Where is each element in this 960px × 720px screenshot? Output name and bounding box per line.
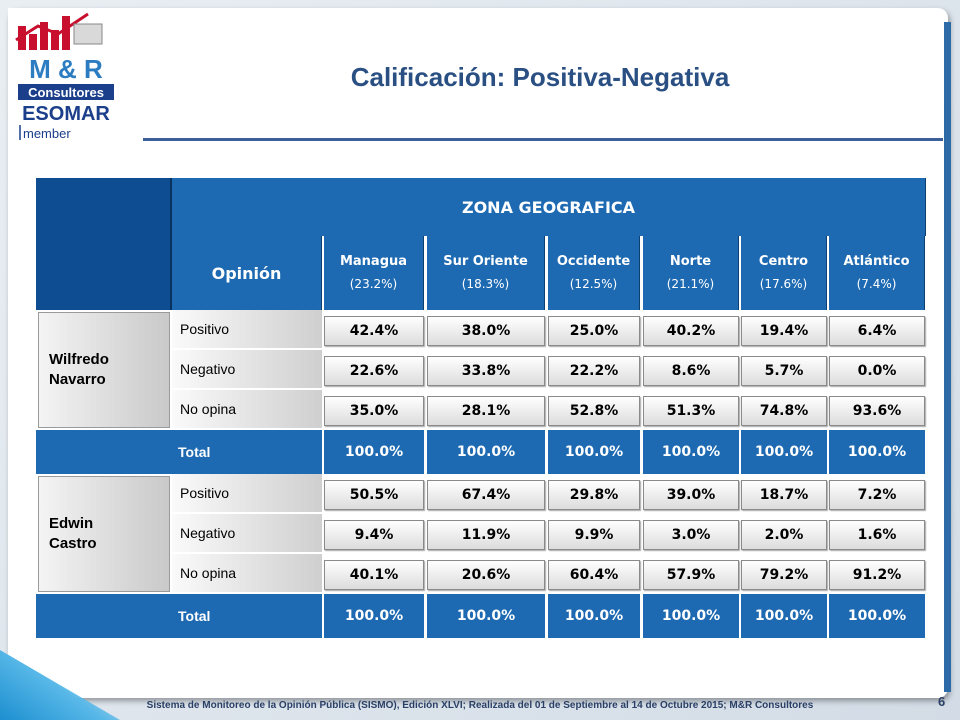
value-cell: 67.4% <box>427 480 545 510</box>
value-cell: 38.0% <box>427 316 545 346</box>
value-cell: 51.3% <box>643 396 739 426</box>
total-value: 100.0% <box>548 594 640 638</box>
column-name: Atlántico <box>843 254 910 269</box>
value-cell: 74.8% <box>741 396 827 426</box>
candidate-last-name: Castro <box>49 535 97 552</box>
value-cell: 1.6% <box>829 520 925 550</box>
column-share: (12.5%) <box>569 277 618 291</box>
column-header-2: Sur Oriente (18.3%) <box>427 236 545 310</box>
total-value: 100.0% <box>324 594 424 638</box>
column-header-5: Centro (17.6%) <box>741 236 827 310</box>
value-cell: 18.7% <box>741 480 827 510</box>
value-cell: 33.8% <box>427 356 545 386</box>
column-name: Managua <box>339 254 408 269</box>
company-logo: M & R Consultores ESOMAR member <box>8 8 124 148</box>
total-label: Total <box>172 594 322 638</box>
column-name: Norte <box>669 254 712 269</box>
value-cell: 7.2% <box>829 480 925 510</box>
logo-consultores-text: Consultores <box>28 85 104 100</box>
logo-esomar-text: ESOMAR <box>22 103 110 125</box>
column-share: (21.1%) <box>666 277 715 291</box>
value-cell: 60.4% <box>548 560 640 590</box>
value-cell: 19.4% <box>741 316 827 346</box>
column-name: Occidente <box>556 254 631 269</box>
opinion-label-1: Positivo <box>172 474 322 514</box>
column-name: Centro <box>758 254 809 269</box>
value-cell: 22.2% <box>548 356 640 386</box>
column-name: Sur Oriente <box>443 254 528 269</box>
logo-mr-text: M & R <box>29 54 103 84</box>
value-cell: 25.0% <box>548 316 640 346</box>
opinion-label-3: No opina <box>172 390 322 430</box>
value-cell: 40.1% <box>324 560 424 590</box>
page-number: 6 <box>938 694 946 709</box>
column-share: (17.6%) <box>759 277 808 291</box>
opinion-label-3: No opina <box>172 554 322 594</box>
logo-member-text: member <box>23 126 71 141</box>
value-cell: 6.4% <box>829 316 925 346</box>
page-title: Calificación: Positiva-Negativa <box>350 62 730 92</box>
opinion-label-1: Positivo <box>172 310 322 350</box>
column-share: (7.4%) <box>856 277 897 291</box>
total-value: 100.0% <box>548 430 640 474</box>
total-value: 100.0% <box>643 594 739 638</box>
value-cell: 0.0% <box>829 356 925 386</box>
title-divider <box>143 138 943 141</box>
candidate-last-name: Navarro <box>49 371 106 388</box>
value-cell: 9.9% <box>548 520 640 550</box>
total-value: 100.0% <box>741 430 827 474</box>
total-value: 100.0% <box>324 430 424 474</box>
value-cell: 42.4% <box>324 316 424 346</box>
value-cell: 2.0% <box>741 520 827 550</box>
value-cell: 79.2% <box>741 560 827 590</box>
value-cell: 40.2% <box>643 316 739 346</box>
footer-source: Sistema de Monitoreo de la Opinión Públi… <box>146 700 814 711</box>
column-header-4: Norte (21.1%) <box>643 236 739 310</box>
opinion-label-2: Negativo <box>172 350 322 390</box>
total-value: 100.0% <box>427 594 545 638</box>
candidate-first-name: Wilfredo <box>49 351 109 368</box>
total-value: 100.0% <box>829 594 925 638</box>
value-cell: 22.6% <box>324 356 424 386</box>
value-cell: 9.4% <box>324 520 424 550</box>
opinion-header: Opinión <box>172 236 322 310</box>
value-cell: 50.5% <box>324 480 424 510</box>
value-cell: 93.6% <box>829 396 925 426</box>
value-cell: 35.0% <box>324 396 424 426</box>
total-value: 100.0% <box>829 430 925 474</box>
value-cell: 52.8% <box>548 396 640 426</box>
value-cell: 91.2% <box>829 560 925 590</box>
column-header-6: Atlántico (7.4%) <box>829 236 925 310</box>
total-row-left <box>36 430 172 474</box>
candidate-name-2: Edwin Castro <box>38 476 170 592</box>
value-cell: 3.0% <box>643 520 739 550</box>
value-cell: 8.6% <box>643 356 739 386</box>
right-accent-bar <box>944 22 951 692</box>
value-cell: 29.8% <box>548 480 640 510</box>
value-cell: 20.6% <box>427 560 545 590</box>
value-cell: 39.0% <box>643 480 739 510</box>
total-row-left <box>36 594 172 638</box>
column-share: (23.2%) <box>349 277 398 291</box>
value-cell: 57.9% <box>643 560 739 590</box>
opinion-label-2: Negativo <box>172 514 322 554</box>
candidate-name-1: Wilfredo Navarro <box>38 312 170 428</box>
column-header-3: Occidente (12.5%) <box>548 236 640 310</box>
header-corner <box>36 178 172 236</box>
value-cell: 11.9% <box>427 520 545 550</box>
total-label: Total <box>172 430 322 474</box>
total-value: 100.0% <box>427 430 545 474</box>
value-cell: 28.1% <box>427 396 545 426</box>
header-corner-lower <box>36 236 172 310</box>
column-share: (18.3%) <box>461 277 510 291</box>
total-value: 100.0% <box>643 430 739 474</box>
total-value: 100.0% <box>741 594 827 638</box>
column-header-1: Managua (23.2%) <box>324 236 424 310</box>
zone-geografica-header: ZONA GEOGRAFICA <box>172 178 926 236</box>
candidate-first-name: Edwin <box>49 515 94 532</box>
value-cell: 5.7% <box>741 356 827 386</box>
